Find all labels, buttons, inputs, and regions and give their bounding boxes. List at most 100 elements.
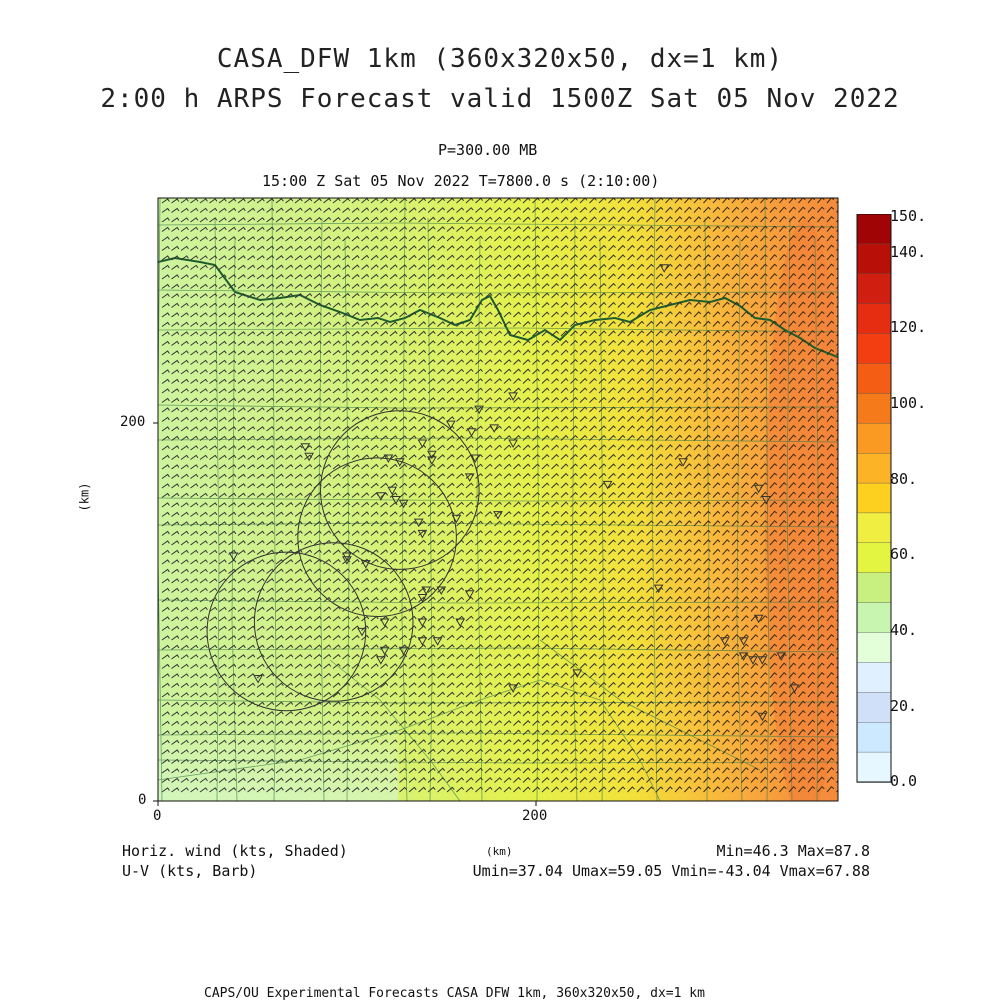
station-marker [466,428,477,437]
colorbar-label: 0.0 [890,772,918,790]
station-marker [383,454,394,464]
title-line-1: CASA_DFW 1km (360x320x50, dx=1 km) [216,44,784,74]
station-marker [360,560,371,569]
station-marker [659,264,670,273]
county-line [599,237,605,801]
colorbar-swatch [856,423,892,454]
colorbar-swatch [856,572,892,604]
station-marker [300,443,311,452]
station-marker [757,712,768,722]
station-marker [304,452,314,462]
station-marker [413,518,424,528]
station-marker [376,656,386,665]
colorbar-label: 140. [890,243,927,261]
county-line [158,198,163,801]
station-marker [432,637,443,646]
station-marker [761,496,772,505]
station-marker [427,450,437,460]
station-marker [508,684,518,693]
county-line [158,497,838,502]
min-max-stats: Min=46.3 Max=87.8 [716,842,870,860]
colorbar-label: 150. [890,207,927,225]
county-line [158,404,838,409]
station-marker [357,627,367,637]
station-marker [451,514,462,524]
station-marker [417,637,428,646]
station-marker [228,552,239,562]
station-marker [738,637,749,646]
colorbar-swatch [856,751,892,783]
station-marker [253,675,263,684]
state-border [158,256,838,359]
station-marker [776,652,787,661]
station-marker [757,656,768,665]
y-tick-200: 200 [120,414,146,430]
station-marker [417,439,428,449]
county-line [651,198,658,801]
radar-ring-4 [206,551,367,712]
x-tick-0: 0 [153,808,162,824]
station-marker [489,424,500,433]
colorbar-swatch [856,243,892,275]
radar-rings [206,410,480,712]
colorbar-swatch [856,303,892,335]
station-marker [572,669,583,678]
station-marker [602,480,613,490]
county-line [158,289,838,294]
colorbar-swatch [856,602,892,634]
colorbar-label: 20. [890,697,918,715]
station-marker [387,486,398,496]
station-marker [464,473,475,482]
uv-stats: Umin=37.04 Umax=59.05 Vmin=-43.04 Vmax=6… [472,862,870,880]
x-axis-unit: (km) [486,845,513,858]
high-wind-core [765,220,838,801]
county-line [814,237,820,801]
station-marker [789,684,800,693]
valid-time: 15:00 Z Sat 05 Nov 2022 T=7800.0 s (2:10… [262,172,660,190]
station-marker [445,420,456,430]
county-line [764,198,770,801]
shaded-field-label: Horiz. wind (kts, Shaded) [122,842,348,860]
colorbar-swatch [856,333,892,365]
station-marker [427,456,437,465]
station-marker [398,646,409,656]
county-line [736,237,743,801]
county-line [158,327,838,333]
colorbar-swatch [856,512,892,544]
colorbar-label: 100. [890,394,927,412]
radar-ring-1 [320,410,480,570]
barb-field-label: U-V (kts, Barb) [122,862,258,880]
station-marker [508,439,518,449]
colorbar-label: 40. [890,621,918,639]
radar-ring-2 [297,457,457,618]
station-marker [508,392,518,401]
y-tick-0: 0 [138,792,147,808]
station-marker [436,586,447,596]
colorbar-swatch [856,632,892,664]
county-line [214,217,220,801]
y-axis-label: (km) [77,482,92,512]
station-marker [738,652,749,661]
station-marker [748,656,758,665]
station-marker [417,529,428,539]
credit-line: CAPS/OU Experimental Forecasts CASA DFW … [204,986,705,1001]
station-marker [379,646,390,656]
colorbar-swatch [856,692,892,723]
x-tick-200: 200 [522,808,548,824]
county-line [539,639,761,771]
colorbar [856,214,892,783]
county-line [158,522,838,528]
station-marker [719,637,730,646]
station-marker [678,458,688,467]
stations [228,264,800,722]
colorbar-label: 120. [890,318,927,336]
colorbar-label: 60. [890,545,918,563]
station-marker [379,618,390,628]
low-wind-shading [158,560,398,801]
station-marker [474,405,484,415]
station-marker [421,586,432,596]
colorbar-swatch [856,363,892,395]
station-marker [464,590,475,599]
station-marker [753,614,764,624]
